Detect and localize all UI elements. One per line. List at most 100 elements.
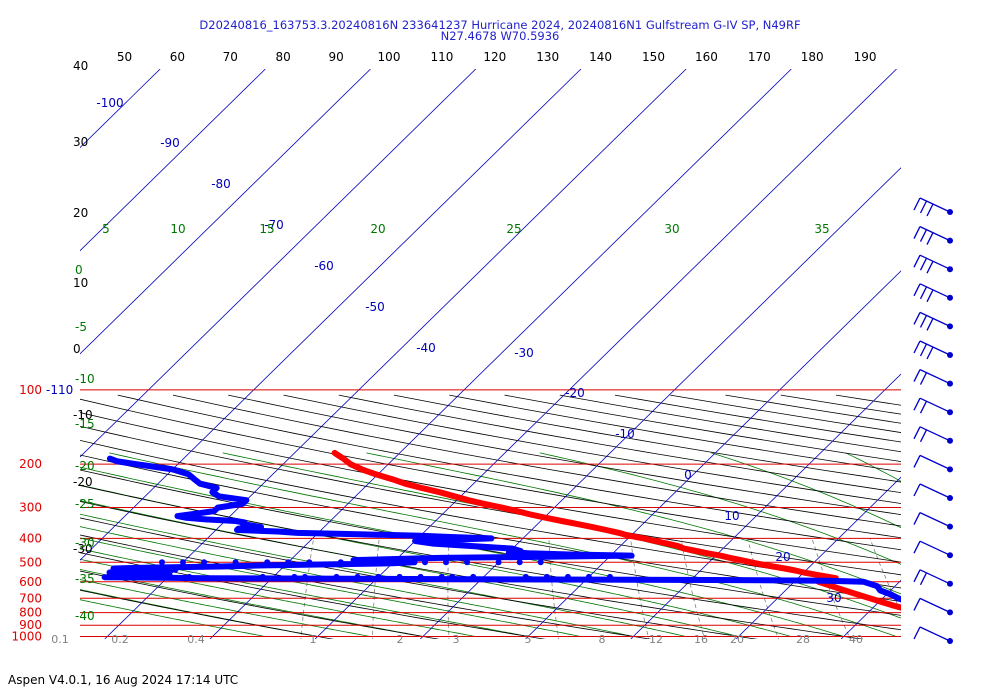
- dewpoint-point: [301, 573, 308, 580]
- top-axis-label: 50: [117, 50, 132, 64]
- wind-barb-feather: [926, 318, 934, 331]
- dewpoint-point: [443, 559, 449, 566]
- wind-barb: [913, 226, 953, 245]
- dewpoint-point: [375, 573, 382, 580]
- isotherm-label: 30: [826, 591, 841, 605]
- wind-barb: [913, 512, 953, 530]
- moist-adiabat-left-label: -40: [75, 609, 95, 623]
- wind-barb-feather: [919, 400, 928, 414]
- dewpoint-point: [201, 559, 208, 566]
- top-axis-label: 110: [430, 50, 453, 64]
- isotherm-label: -10: [615, 427, 635, 441]
- mixing-ratio-label: 5: [525, 633, 532, 646]
- mixing-ratio-label: 2: [397, 633, 404, 646]
- isotherm-line: [80, 69, 477, 458]
- mixing-ratio-label: 1: [310, 633, 317, 646]
- wind-barbs: [913, 197, 953, 644]
- dry-adiabat-label: -30: [73, 542, 93, 556]
- wind-barb-shaft: [919, 397, 951, 413]
- dry-adiabat: [614, 394, 901, 443]
- isotherm-label: -60: [314, 259, 334, 273]
- wind-barb-feather: [913, 197, 921, 211]
- isotherm-line: [525, 270, 901, 639]
- isotherms: [0, 69, 1000, 639]
- wind-barb-feather: [913, 312, 921, 325]
- isotherm-line: [0, 69, 55, 639]
- wind-barb-shaft: [919, 340, 951, 356]
- top-axis-label: 120: [483, 50, 506, 64]
- moist-adiabat: [80, 513, 686, 637]
- wind-barb-feather: [913, 283, 921, 297]
- dry-adiabat: [228, 394, 901, 516]
- wind-barb-feather: [919, 429, 928, 443]
- mixing-ratio-line: [630, 538, 650, 639]
- pressure-label: 200: [19, 457, 42, 471]
- wind-barb: [913, 311, 953, 331]
- pressure-label: 300: [19, 501, 42, 515]
- wind-barb-feather: [913, 512, 921, 525]
- moist-adiabat-left-label: 0: [75, 263, 83, 277]
- moist-adiabat: [109, 452, 897, 637]
- mixing-ratio-label: 0.1: [51, 633, 69, 646]
- wind-barb-feather: [919, 343, 928, 357]
- pressure-label: 100: [19, 383, 42, 397]
- wind-barb-feather: [913, 426, 921, 440]
- pressure-label: 600: [19, 575, 42, 589]
- wind-barb-feather: [919, 372, 928, 385]
- dry-adiabat: [80, 412, 901, 563]
- dry-adiabat-label: 40: [73, 59, 88, 73]
- dewpoint-point: [358, 559, 365, 566]
- wind-barb-feather: [919, 572, 928, 586]
- pressure-label: 800: [19, 606, 42, 620]
- wind-barb-shaft: [919, 569, 951, 585]
- wind-barb: [913, 597, 953, 616]
- moist-adiabat-left-label: -20: [75, 459, 95, 473]
- moist-adiabat-left-label: -30: [75, 536, 95, 550]
- dewpoint-point: [537, 559, 544, 566]
- wind-barb-feather: [919, 200, 928, 214]
- moist-adiabats: [80, 452, 901, 637]
- isotherm-line: [80, 69, 266, 252]
- dewpoint-point: [123, 573, 130, 580]
- dewpoint-point: [337, 559, 344, 566]
- wind-barb-feather: [913, 226, 921, 239]
- moist-adiabat-label: 25: [506, 222, 521, 236]
- mixing-ratio-line: [372, 538, 380, 639]
- dewpoint-point: [285, 559, 292, 566]
- dewpoint-point: [306, 559, 313, 566]
- dry-adiabat: [80, 589, 334, 639]
- dewpoint-point: [396, 573, 403, 580]
- dewpoint-point: [607, 573, 613, 580]
- mixing-ratio-label: 20: [730, 633, 744, 646]
- title-line-1: D20240816_163753.3.20240816N 233641237 H…: [199, 18, 801, 32]
- isotherm-label: -80: [211, 177, 231, 191]
- dewpoint-point: [180, 559, 186, 566]
- wind-barb-shaft: [919, 540, 951, 556]
- moist-adiabat-label: 30: [664, 222, 679, 236]
- isotherm-label: -100: [96, 96, 123, 110]
- isotherm-label: 10: [724, 509, 739, 523]
- wind-barb-shaft: [919, 597, 951, 613]
- mixing-ratio-label: 16: [694, 633, 708, 646]
- pressure-label: 700: [19, 591, 42, 605]
- wind-barb-feather: [919, 257, 928, 271]
- wind-barb-shaft: [919, 254, 951, 270]
- dry-adiabat-label: -20: [73, 475, 93, 489]
- top-axis-label: 170: [748, 50, 771, 64]
- mixing-ratio-label: 28: [796, 633, 810, 646]
- dewpoint-point: [422, 559, 428, 566]
- isotherm-line: [314, 69, 897, 639]
- isotherm-line: [840, 579, 901, 639]
- wind-barb: [913, 197, 953, 217]
- wind-barb-shaft: [919, 483, 951, 499]
- wind-barb-shaft: [919, 512, 951, 528]
- moist-adiabat-label: 20: [370, 222, 385, 236]
- wind-barb-shaft: [919, 197, 951, 213]
- wind-barb: [913, 254, 953, 274]
- wind-barb-shaft: [919, 311, 951, 327]
- isotherm-line: [946, 69, 1000, 639]
- moist-adiabat-label: 5: [102, 222, 110, 236]
- dewpoint-profile: [101, 455, 901, 603]
- dewpoint-point: [464, 559, 471, 566]
